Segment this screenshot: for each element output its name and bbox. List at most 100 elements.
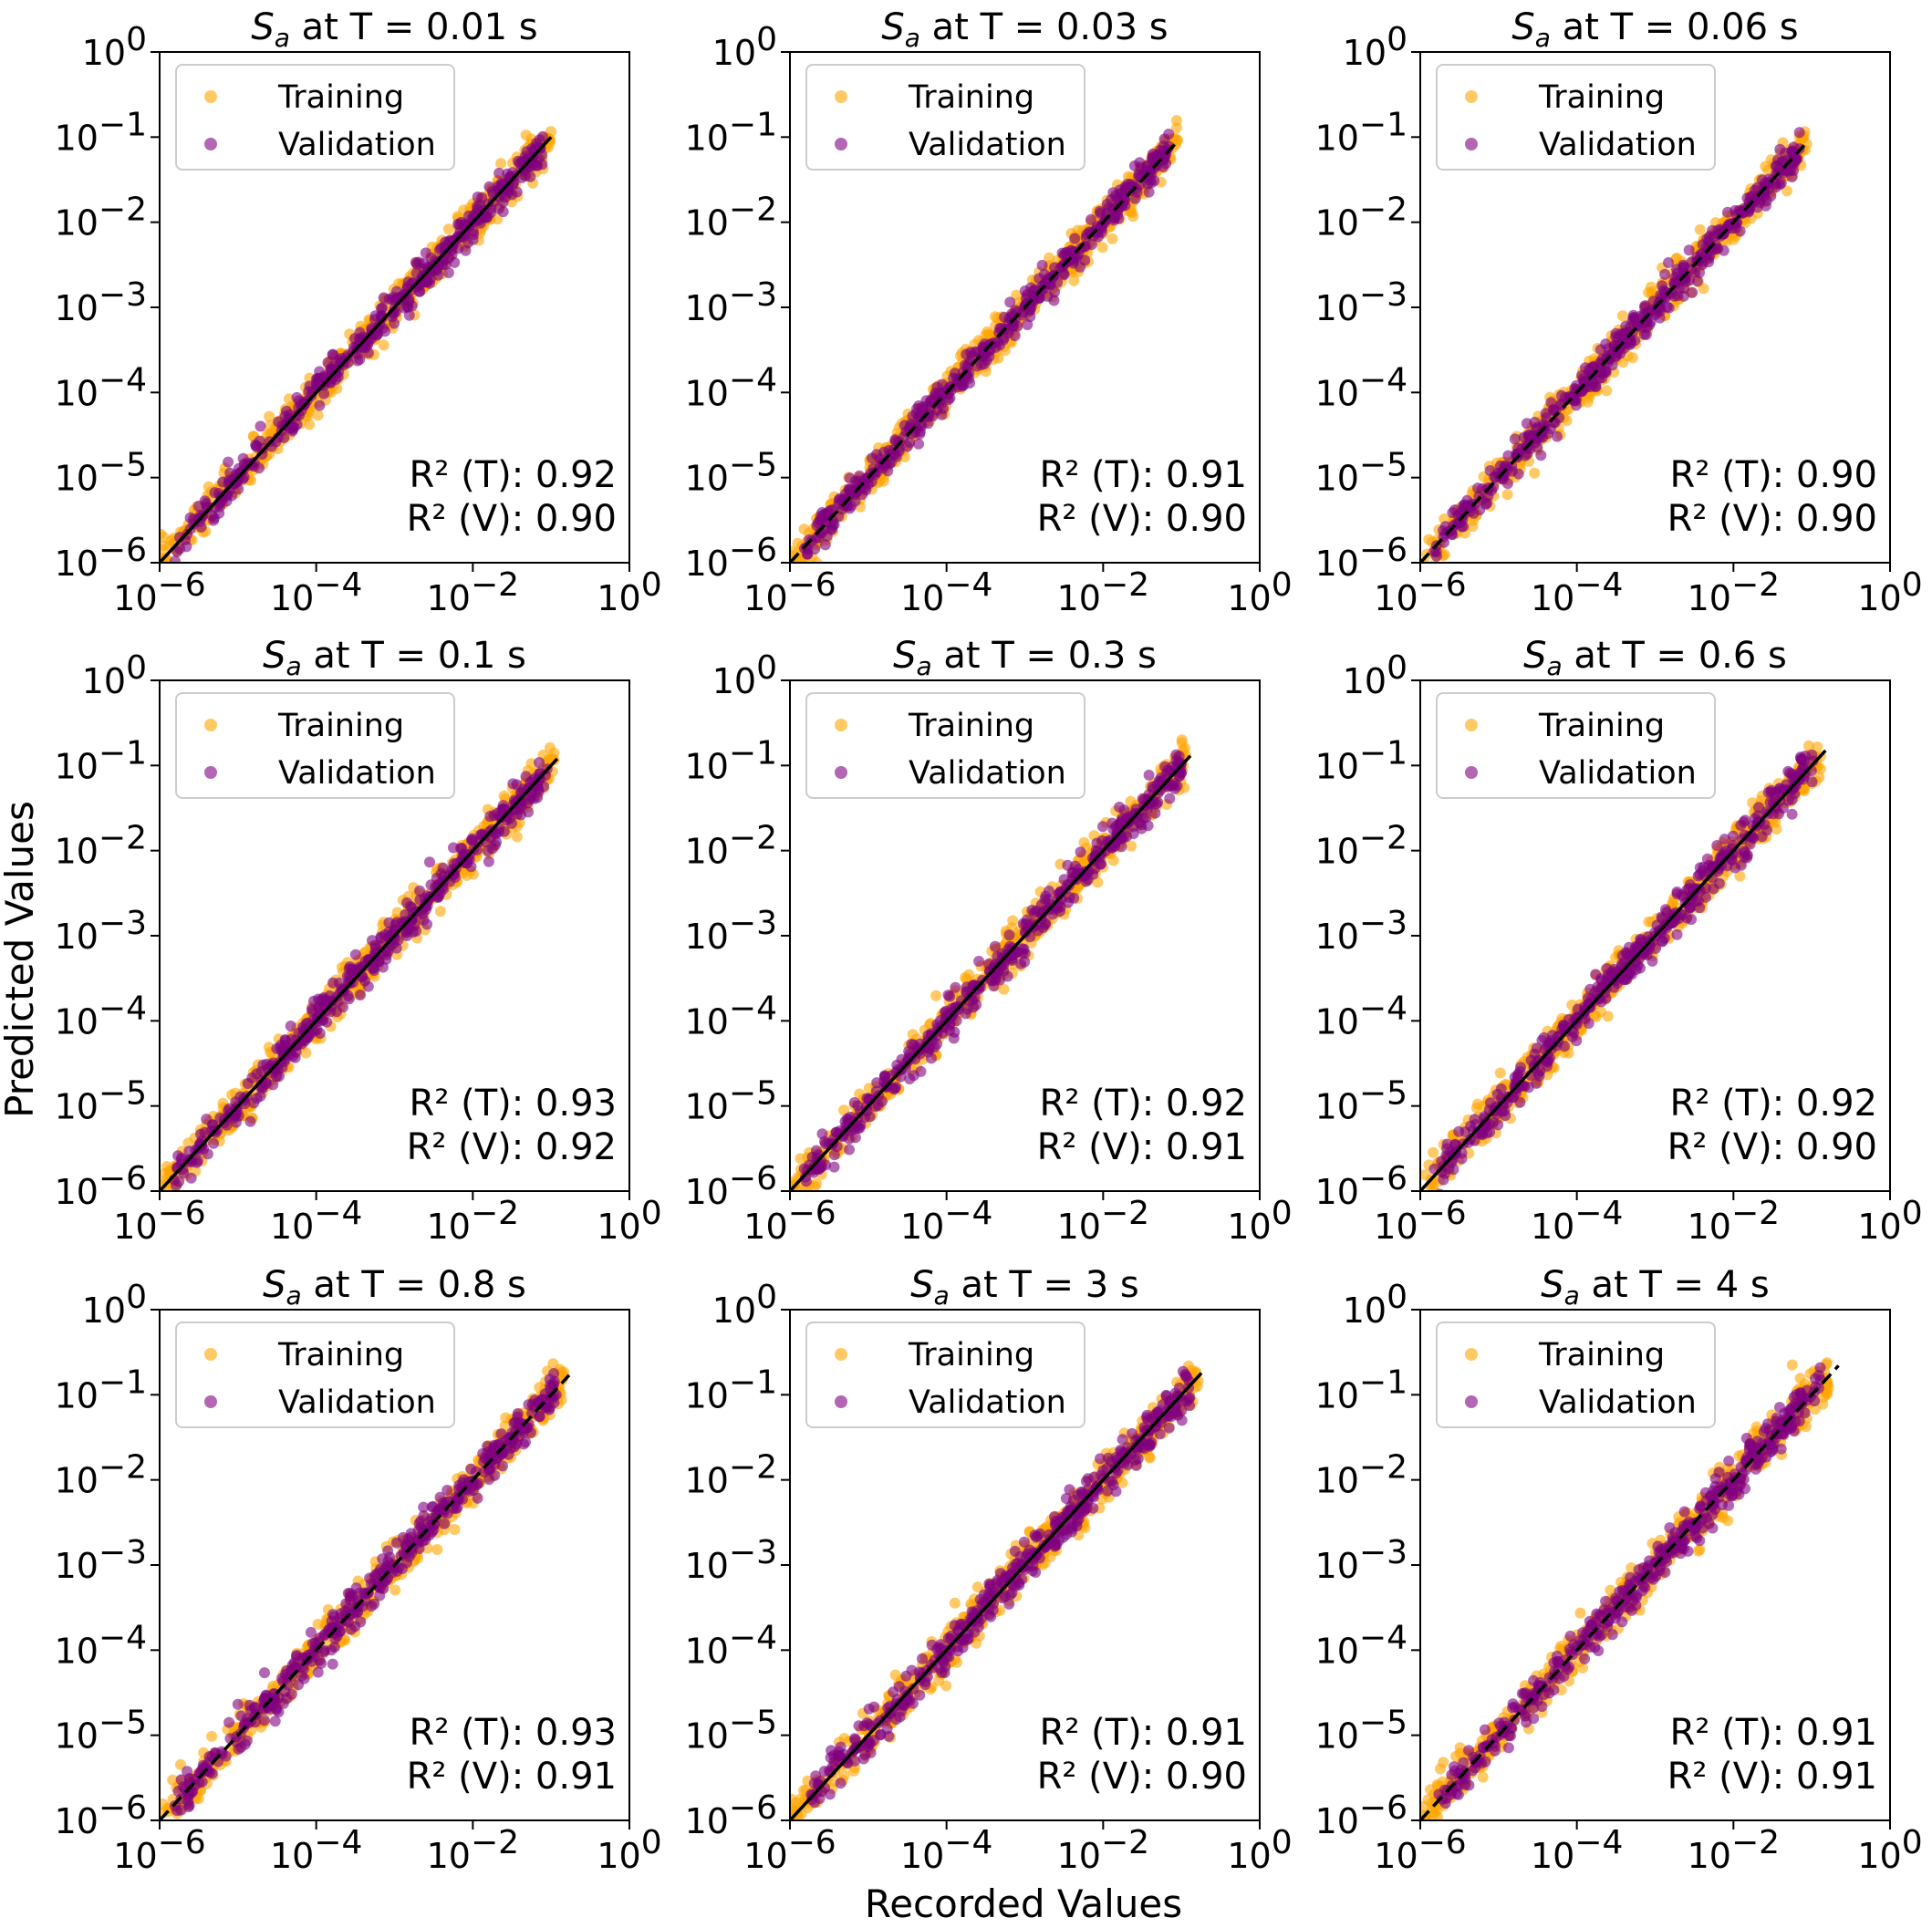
subplot-title: Sa at T = 0.06 s — [1511, 6, 1798, 53]
point-validation — [1149, 807, 1161, 819]
point-validation — [251, 1068, 263, 1080]
y-tick-label: 100 — [712, 21, 777, 73]
point-validation — [975, 358, 987, 370]
point-validation — [420, 247, 431, 259]
point-training — [1096, 242, 1108, 254]
legend-box — [175, 692, 455, 799]
point-validation — [468, 229, 480, 240]
x-tick-label: 100 — [1857, 566, 1922, 618]
point-training — [498, 790, 510, 802]
point-validation — [990, 341, 1002, 353]
x-tick-label: 10−2 — [427, 1195, 519, 1247]
subplot-5: 10−6 10−4 10−2 10010−610−510−410−310−210−11… — [685, 635, 1293, 1247]
point-validation — [483, 181, 495, 192]
point-validation — [1074, 867, 1085, 878]
point-validation — [1669, 272, 1681, 284]
point-validation — [848, 1097, 860, 1108]
point-validation — [1036, 259, 1048, 271]
legend-marker-training — [835, 90, 847, 103]
point-validation — [819, 539, 831, 551]
point-validation — [515, 171, 527, 183]
point-validation — [869, 1101, 881, 1113]
point-validation — [1025, 282, 1037, 294]
point-validation — [1034, 273, 1045, 285]
point-validation — [1659, 268, 1671, 280]
point-validation — [962, 358, 974, 370]
point-validation — [511, 779, 523, 791]
y-tick-label: 100 — [82, 649, 147, 701]
point-training — [1106, 233, 1118, 244]
point-validation — [242, 1078, 254, 1089]
point-validation — [1687, 286, 1698, 298]
point-validation — [1786, 145, 1798, 157]
y-tick-label: 10−1 — [1315, 106, 1407, 158]
point-validation — [974, 981, 986, 993]
point-training — [442, 223, 454, 235]
title-subscript: a — [917, 651, 932, 681]
legend-marker-validation — [835, 766, 847, 779]
point-validation — [1147, 152, 1158, 164]
point-training — [1781, 185, 1793, 197]
title-text: at T = 0.03 s — [920, 6, 1169, 48]
subplot-title: Sa at T = 0.03 s — [881, 6, 1168, 53]
title-subscript: a — [275, 23, 290, 53]
point-validation — [1107, 187, 1119, 199]
x-tick-label: 10−6 — [743, 566, 836, 618]
point-training — [1068, 275, 1080, 286]
point-validation — [827, 520, 839, 532]
title-symbol: S — [893, 635, 916, 677]
point-validation — [844, 483, 856, 495]
point-validation — [285, 1021, 296, 1031]
point-validation — [871, 1077, 883, 1089]
point-validation — [355, 990, 366, 1000]
point-training — [1501, 489, 1513, 501]
point-validation — [1712, 224, 1724, 236]
point-validation — [341, 349, 353, 361]
point-training — [160, 528, 166, 540]
title-symbol: S — [251, 6, 274, 48]
point-validation — [383, 293, 395, 305]
point-validation — [254, 420, 266, 432]
point-validation — [435, 243, 447, 254]
point-validation — [298, 397, 310, 408]
point-validation — [343, 963, 355, 975]
point-validation — [1094, 205, 1106, 217]
point-validation — [1678, 259, 1689, 271]
point-validation — [271, 1071, 283, 1083]
point-validation — [1142, 178, 1154, 190]
point-validation — [1568, 393, 1580, 405]
point-validation — [845, 1111, 856, 1123]
point-validation — [414, 885, 426, 897]
point-validation — [338, 1001, 348, 1013]
point-validation — [369, 310, 381, 322]
scatter-group — [160, 126, 556, 563]
y-tick-label: 100 — [1343, 21, 1407, 73]
point-validation — [864, 1111, 876, 1123]
point-validation — [1649, 309, 1661, 321]
point-validation — [1595, 367, 1607, 378]
legend-label-training: Training — [277, 79, 404, 116]
point-validation — [244, 1115, 256, 1127]
point-validation — [534, 757, 545, 769]
point-validation — [866, 452, 878, 464]
point-validation — [1695, 248, 1707, 260]
point-validation — [833, 498, 845, 510]
point-validation — [432, 269, 444, 281]
legend-marker-training — [204, 719, 217, 731]
point-training — [1694, 223, 1706, 235]
point-validation — [208, 1137, 219, 1149]
x-tick-label: 10−4 — [900, 1195, 992, 1247]
point-training — [998, 983, 1010, 995]
y-tick-label: 10−3 — [685, 905, 777, 957]
r2-annotation: R² (V): 0.90 — [407, 498, 617, 540]
point-training — [495, 158, 507, 170]
point-validation — [1542, 428, 1554, 440]
legend-label-validation: Validation — [1539, 127, 1697, 163]
point-validation — [344, 975, 356, 987]
point-validation — [352, 355, 363, 367]
y-tick-label: 10−6 — [1315, 532, 1407, 584]
point-training — [1626, 352, 1638, 364]
subplot-4: 10−6 10−4 10−2 10010−610−510−410−310−210−11… — [55, 635, 662, 1247]
point-training — [264, 410, 275, 422]
